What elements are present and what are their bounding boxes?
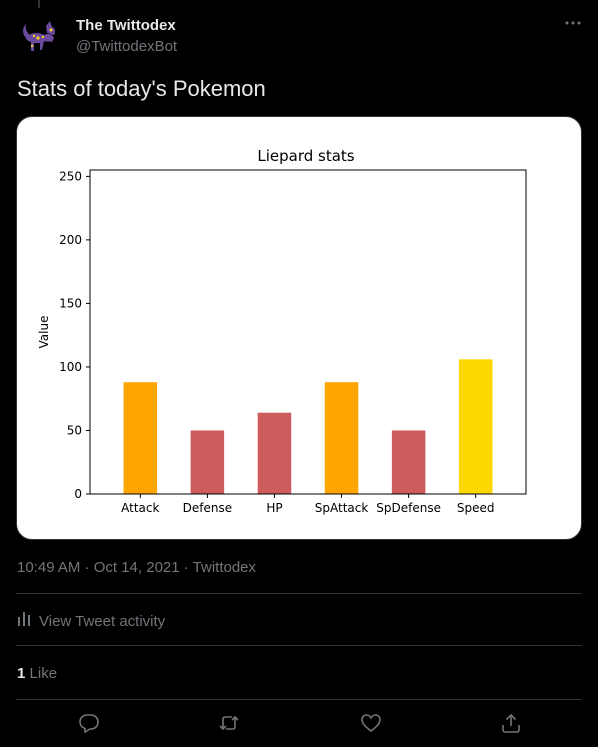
divider [16, 699, 582, 700]
chart-title: Liepard stats [257, 147, 354, 165]
activity-icon [17, 611, 31, 631]
tweet-media-chart[interactable]: Liepard stats Value 0 50 100 150 200 250 Atta… [16, 116, 582, 540]
tweet-text: Stats of today's Pokemon [17, 76, 266, 101]
divider [16, 645, 582, 646]
bar-hp [257, 412, 292, 494]
x-tick-label: SpAttack [315, 501, 369, 515]
x-tick-label: SpDefense [376, 501, 441, 515]
y-tick-label: 200 [59, 233, 82, 247]
x-tick-label: Speed [457, 501, 495, 515]
y-tick-label: 150 [59, 296, 82, 310]
tweet-header: The Twittodex @TwittodexBot [16, 12, 582, 60]
retweet-icon[interactable] [218, 712, 240, 734]
x-tick-label: Defense [183, 501, 232, 515]
tweet-timestamp[interactable]: 10:49 AM · Oct 14, 2021 · Twittodex [17, 559, 257, 576]
more-icon[interactable] [564, 14, 582, 32]
bar-speed [458, 359, 493, 494]
y-tick-label: 0 [74, 487, 82, 501]
y-tick-label: 250 [59, 169, 82, 183]
bar-defense [190, 430, 225, 494]
view-tweet-activity[interactable]: View Tweet activity [17, 611, 165, 631]
bar-chart: Liepard stats Value 0 50 100 150 200 250 Atta… [37, 147, 527, 515]
likes-count[interactable]: 1 Like [17, 665, 57, 682]
y-tick-label: 50 [67, 423, 82, 437]
x-tick-label: HP [266, 501, 282, 515]
y-axis-label: Value [37, 316, 51, 349]
y-tick-label: 100 [59, 360, 82, 374]
plot-frame [89, 169, 527, 495]
divider [16, 593, 582, 594]
tweet-actions [16, 700, 582, 747]
likes-label: Like [29, 665, 58, 682]
x-tick-label: Attack [121, 501, 159, 515]
avatar-image [16, 12, 64, 60]
avatar[interactable] [16, 12, 64, 60]
bar-attack [123, 382, 158, 494]
thread-line [38, 0, 40, 8]
reply-icon[interactable] [78, 712, 100, 734]
likes-number: 1 [17, 665, 26, 682]
activity-label: View Tweet activity [39, 612, 166, 630]
share-icon[interactable] [500, 712, 522, 734]
like-icon[interactable] [360, 712, 382, 734]
bar-spattack [324, 382, 359, 494]
bar-spdefense [391, 430, 426, 494]
author-name[interactable]: The Twittodex [76, 17, 176, 34]
author-handle[interactable]: @TwittodexBot [76, 38, 178, 55]
